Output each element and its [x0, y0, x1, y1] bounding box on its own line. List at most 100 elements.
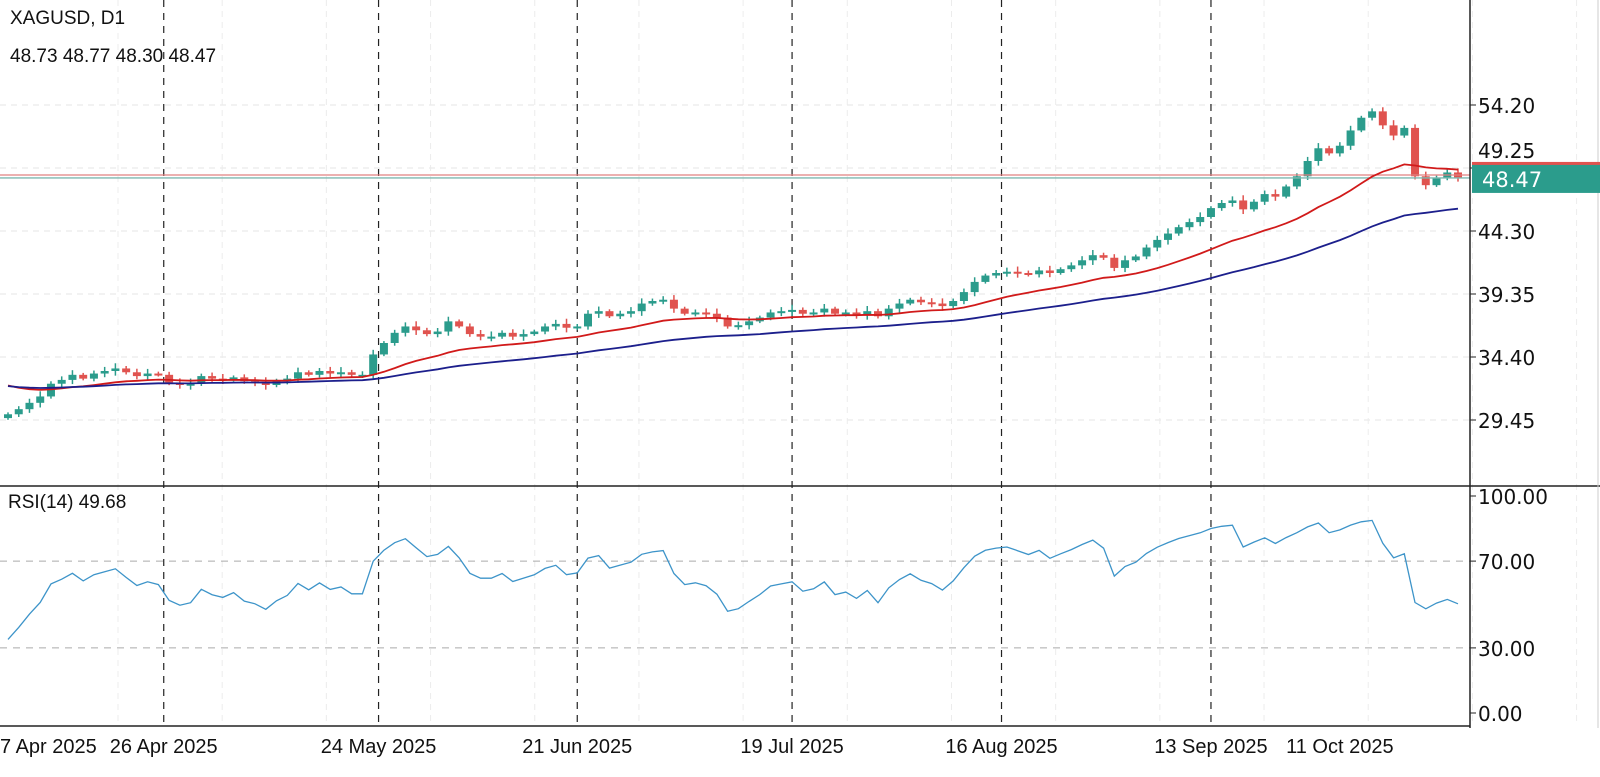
candle-body	[1217, 203, 1226, 209]
ma-slow-line	[7, 207, 1459, 389]
candle	[519, 329, 528, 341]
candle-body	[659, 299, 668, 302]
candle	[1400, 125, 1409, 138]
rsi-tick-label: 100.00	[1478, 485, 1548, 509]
candle	[304, 370, 313, 377]
candle	[1013, 266, 1022, 278]
time-tick-label: 24 May 2025	[321, 736, 437, 758]
moving-averages	[0, 163, 1470, 391]
candle-body	[36, 396, 45, 403]
candle	[455, 319, 464, 329]
candle	[1024, 270, 1033, 277]
candle-body	[1088, 255, 1097, 261]
candle	[390, 329, 399, 346]
candle-body	[465, 326, 474, 335]
candle-body	[1174, 227, 1183, 234]
candle	[1110, 254, 1119, 272]
candle	[573, 324, 582, 330]
candle	[444, 316, 453, 336]
candle-body	[573, 326, 582, 329]
candle	[1002, 267, 1011, 277]
candle	[122, 366, 131, 375]
candle	[734, 321, 743, 330]
candle-body	[1196, 217, 1205, 223]
candle-body	[874, 311, 882, 317]
candle-body	[476, 334, 485, 337]
candle	[132, 368, 141, 380]
candle-body	[1357, 117, 1366, 131]
candle	[938, 298, 947, 311]
candle-body	[841, 312, 850, 315]
candle-body	[1421, 176, 1430, 186]
ohlc-readout: 48.73 48.77 48.30 48.47	[10, 46, 217, 67]
candle	[57, 376, 66, 387]
price-tick-label: 34.40	[1478, 346, 1535, 370]
candle	[584, 310, 592, 330]
candle-body	[369, 354, 378, 375]
candle	[777, 307, 786, 317]
candle	[1335, 142, 1344, 157]
candle-body	[777, 311, 786, 314]
candle-body	[530, 331, 539, 335]
candle-body	[358, 374, 367, 377]
candle-body	[788, 309, 797, 312]
time-tick-label: 7 Apr 2025	[0, 736, 97, 758]
candle-body	[132, 372, 141, 377]
candle	[347, 369, 356, 378]
candle-body	[1335, 145, 1344, 154]
candle	[1121, 255, 1130, 273]
symbol-title: XAGUSD, D1	[10, 8, 126, 29]
candle	[1228, 196, 1237, 207]
candle-body	[433, 331, 442, 335]
candle-body	[122, 368, 131, 373]
candle	[1142, 244, 1151, 260]
candle	[1067, 262, 1076, 272]
candle	[379, 341, 388, 357]
candle-body	[895, 303, 904, 309]
candle-body	[379, 343, 388, 355]
candle-body	[1035, 270, 1044, 275]
candle	[659, 296, 668, 305]
candle-body	[916, 299, 925, 303]
price-tick-label: 54.20	[1478, 94, 1535, 118]
candle	[820, 304, 829, 317]
candle-body	[1002, 271, 1011, 274]
candle-body	[992, 273, 1001, 276]
candle-body	[1131, 256, 1140, 261]
rsi-tick-label: 70.00	[1478, 550, 1535, 574]
candle	[1292, 173, 1301, 190]
candle-body	[154, 373, 163, 376]
candle-body	[809, 312, 818, 315]
candle-body	[691, 312, 700, 315]
candle	[1164, 228, 1172, 245]
candle	[465, 323, 474, 337]
candle	[1282, 184, 1291, 199]
candle-body	[412, 326, 421, 331]
candle	[712, 308, 721, 323]
candle	[723, 315, 732, 329]
candle	[594, 306, 603, 318]
time-tick-label: 11 Oct 2025	[1286, 736, 1393, 758]
candle	[36, 391, 45, 408]
candle	[1045, 265, 1054, 278]
candle	[927, 298, 936, 308]
candle-body	[444, 321, 453, 332]
candle	[874, 308, 882, 319]
candle	[981, 273, 990, 284]
candle	[992, 270, 1001, 279]
candle	[1206, 206, 1215, 219]
candle-body	[315, 371, 324, 375]
candle-body	[1228, 200, 1237, 203]
candle	[852, 308, 861, 319]
candle-body	[1067, 265, 1076, 270]
candle-body	[1056, 269, 1065, 273]
candle-body	[1099, 255, 1108, 258]
candle-body	[498, 332, 507, 337]
candle-body	[605, 311, 614, 317]
candle	[884, 305, 893, 320]
candle	[1411, 124, 1420, 180]
candle-body	[1282, 186, 1291, 197]
candle	[863, 306, 872, 320]
candle	[79, 372, 88, 381]
